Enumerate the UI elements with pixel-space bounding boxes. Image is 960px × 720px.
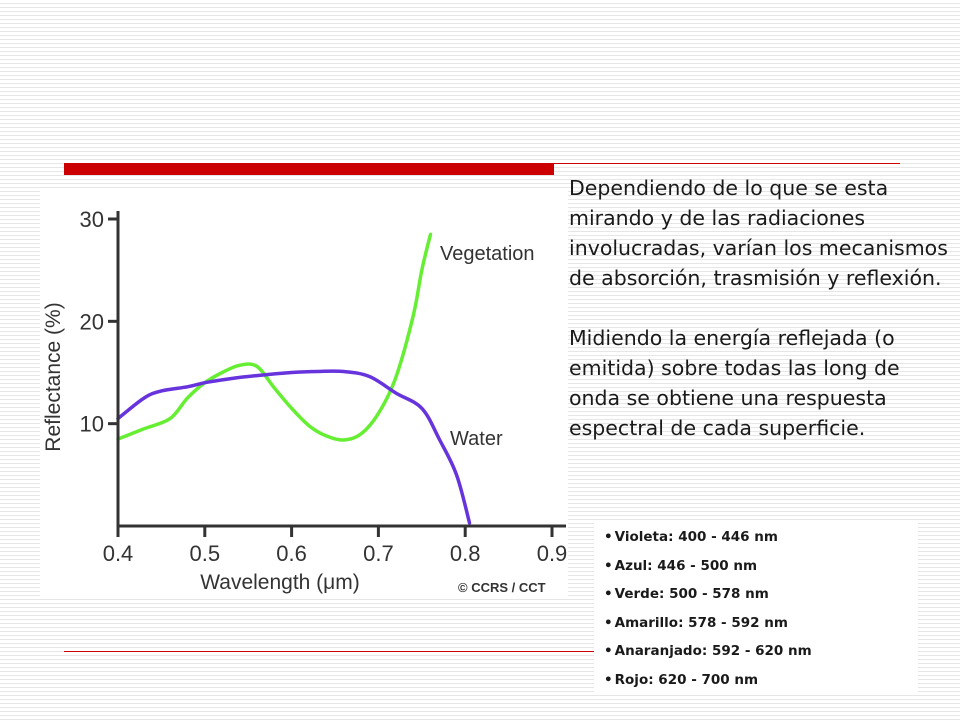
y-tick-label: 20 [80,309,104,334]
description-text: Dependiendo de lo que se esta mirando y … [569,173,954,443]
x-tick-label: 0.8 [450,541,481,566]
x-ticks: 0.4 0.5 0.6 0.7 0.8 0.9 [103,526,568,566]
band-item-blue: Azul: 446 - 500 nm [604,552,918,581]
y-axis-title: Reflectance (%) [42,302,65,451]
vegetation-series-label: Vegetation [440,243,535,265]
title-rule-red [64,163,554,175]
color-band-list-box: Violeta: 400 - 446 nm Azul: 446 - 500 nm… [594,520,918,692]
y-ticks: 10 20 30 [80,207,118,437]
band-item-orange: Anaranjado: 592 - 620 nm [604,637,918,666]
paragraph-absorption: Dependiendo de lo que se esta mirando y … [569,176,948,290]
x-axis-title: Wavelength (μm) [200,571,360,594]
chart-credit: © CCRS / CCT [458,580,546,595]
y-tick-label: 10 [80,412,104,437]
reflectance-chart: 0.4 0.5 0.6 0.7 0.8 0.9 10 20 30 Wavelength (μm… [40,189,568,599]
band-item-red: Rojo: 620 - 700 nm [604,666,918,695]
footer-rule-thin [64,651,594,652]
x-tick-label: 0.6 [276,541,307,566]
x-tick-label: 0.4 [103,541,134,566]
title-rule-thin [554,163,900,164]
chart-svg: 0.4 0.5 0.6 0.7 0.8 0.9 10 20 30 Wavelength (μm… [42,207,568,595]
x-tick-label: 0.7 [363,541,394,566]
paragraph-spectral-response: Midiendo la energía reflejada (o emitida… [569,326,900,440]
band-item-yellow: Amarillo: 578 - 592 nm [604,609,918,638]
x-tick-label: 0.9 [537,541,568,566]
x-tick-label: 0.5 [190,541,221,566]
water-series-label: Water [450,428,503,450]
water-series-line [116,369,472,525]
vegetation-series-line [116,232,433,442]
color-band-list: Violeta: 400 - 446 nm Azul: 446 - 500 nm… [594,523,918,694]
chart-axes [116,211,566,528]
y-tick-label: 30 [80,207,104,232]
band-item-violet: Violeta: 400 - 446 nm [604,523,918,552]
band-item-green: Verde: 500 - 578 nm [604,580,918,609]
